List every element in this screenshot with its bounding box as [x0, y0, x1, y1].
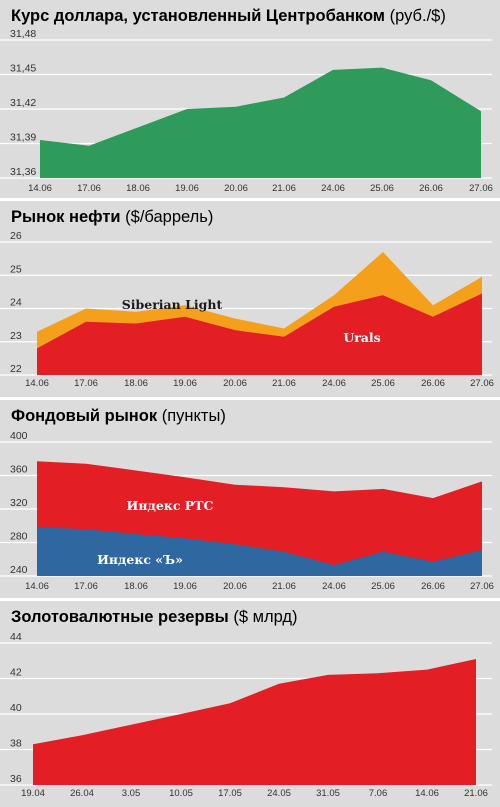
- x-tick-label: 21.06: [272, 183, 296, 194]
- x-tick-label: 20.06: [224, 183, 248, 194]
- y-tick-label: 31,39: [10, 132, 36, 144]
- x-tick-label: 27.06: [470, 378, 494, 389]
- y-tick-label: 280: [10, 531, 28, 543]
- x-tick-label: 26.04: [70, 788, 94, 799]
- x-tick-label: 7.06: [369, 788, 388, 799]
- usd-rate-title: Курс доллара, установленный Центробанком…: [11, 7, 446, 25]
- stock-market-panel: Фондовый рынок (пункты) 400 360 320 280 240 1…: [0, 400, 500, 598]
- x-tick-label: 25.06: [371, 581, 395, 592]
- x-tick-label: 19.06: [175, 183, 199, 194]
- y-tick-label: 320: [10, 497, 28, 509]
- x-tick-label: 27.06: [469, 183, 493, 194]
- series-label: Urals: [343, 330, 380, 345]
- x-tick-label: 31.05: [316, 788, 340, 799]
- y-tick-label: 26: [10, 230, 22, 242]
- y-tick-label: 22: [10, 363, 22, 375]
- x-tick-label: 14.06: [28, 183, 52, 194]
- x-tick-label: 14.06: [415, 788, 439, 799]
- x-tick-label: 19.04: [21, 788, 45, 799]
- x-tick-label: 24.06: [321, 183, 345, 194]
- oil-market-panel: Рынок нефти ($/баррель) 26 25 24 23 22 14.06 1…: [0, 201, 500, 397]
- x-tick-label: 10.05: [169, 788, 193, 799]
- series-label: Siberian Light: [122, 297, 223, 312]
- x-tick-label: 14.06: [25, 581, 49, 592]
- x-tick-label: 26.06: [421, 378, 445, 389]
- y-tick-label: 38: [10, 738, 22, 750]
- x-tick-label: 25.06: [370, 183, 394, 194]
- y-tick-label: 24: [10, 297, 22, 309]
- y-tick-label: 36: [10, 773, 22, 785]
- x-tick-label: 18.06: [126, 183, 150, 194]
- y-tick-label: 240: [10, 564, 28, 576]
- x-tick-label: 21.06: [464, 788, 488, 799]
- x-tick-label: 17.06: [77, 183, 101, 194]
- reserves-chart: 44 42 40 38 36 19.04 26.04 3.05 10.05 17.05 24.05 3…: [0, 631, 492, 799]
- x-tick-label: 17.05: [218, 788, 242, 799]
- usd-rate-chart: 31,48 31,45 31,42 31,39 31,36 14.06 17.06 18.06…: [0, 28, 493, 194]
- y-tick-label: 31,36: [10, 166, 36, 178]
- x-tick-label: 14.06: [25, 378, 49, 389]
- y-tick-label: 31,45: [10, 63, 36, 75]
- x-tick-label: 24.06: [322, 581, 346, 592]
- reserves-panel: Золотовалютные резервы ($ млрд) 44 42 40 38…: [0, 601, 500, 807]
- x-tick-label: 17.06: [74, 581, 98, 592]
- series-area-1: [37, 527, 482, 576]
- oil-market-title: Рынок нефти ($/баррель): [11, 208, 214, 226]
- x-tick-label: 24.06: [322, 378, 346, 389]
- x-tick-label: 20.06: [223, 581, 247, 592]
- x-tick-label: 26.06: [421, 581, 445, 592]
- series-label: Индекс РТС: [127, 498, 214, 513]
- series-area-0: [33, 659, 476, 785]
- x-tick-label: 19.06: [173, 581, 197, 592]
- y-tick-label: 23: [10, 330, 22, 342]
- stock-market-title: Фондовый рынок (пункты): [11, 407, 226, 425]
- x-tick-label: 19.06: [173, 378, 197, 389]
- y-tick-label: 400: [10, 430, 28, 442]
- y-tick-label: 25: [10, 263, 22, 275]
- x-tick-label: 20.06: [223, 378, 247, 389]
- x-tick-label: 21.06: [272, 581, 296, 592]
- series-area-0: [40, 67, 481, 178]
- series-area-1: [37, 293, 482, 375]
- reserves-title: Золотовалютные резервы ($ млрд): [11, 608, 298, 626]
- y-tick-label: 40: [10, 702, 22, 714]
- series-label: Индекс «Ъ»: [97, 552, 183, 567]
- y-tick-label: 31,42: [10, 97, 36, 109]
- x-tick-label: 24.05: [267, 788, 291, 799]
- usd-rate-panel: Курс доллара, установленный Центробанком…: [0, 0, 500, 198]
- y-tick-label: 42: [10, 667, 22, 679]
- x-tick-label: 27.06: [470, 581, 494, 592]
- x-tick-label: 18.06: [124, 378, 148, 389]
- x-tick-label: 21.06: [272, 378, 296, 389]
- y-tick-label: 31,48: [10, 28, 36, 40]
- x-tick-label: 17.06: [74, 378, 98, 389]
- x-tick-label: 26.06: [419, 183, 443, 194]
- x-tick-label: 18.06: [124, 581, 148, 592]
- stock-market-chart: 400 360 320 280 240 14.06 17.06 18.06 19.06 20.06…: [0, 430, 494, 592]
- y-tick-label: 44: [10, 631, 22, 643]
- x-tick-label: 3.05: [122, 788, 141, 799]
- x-tick-label: 25.06: [371, 378, 395, 389]
- y-tick-label: 360: [10, 464, 28, 476]
